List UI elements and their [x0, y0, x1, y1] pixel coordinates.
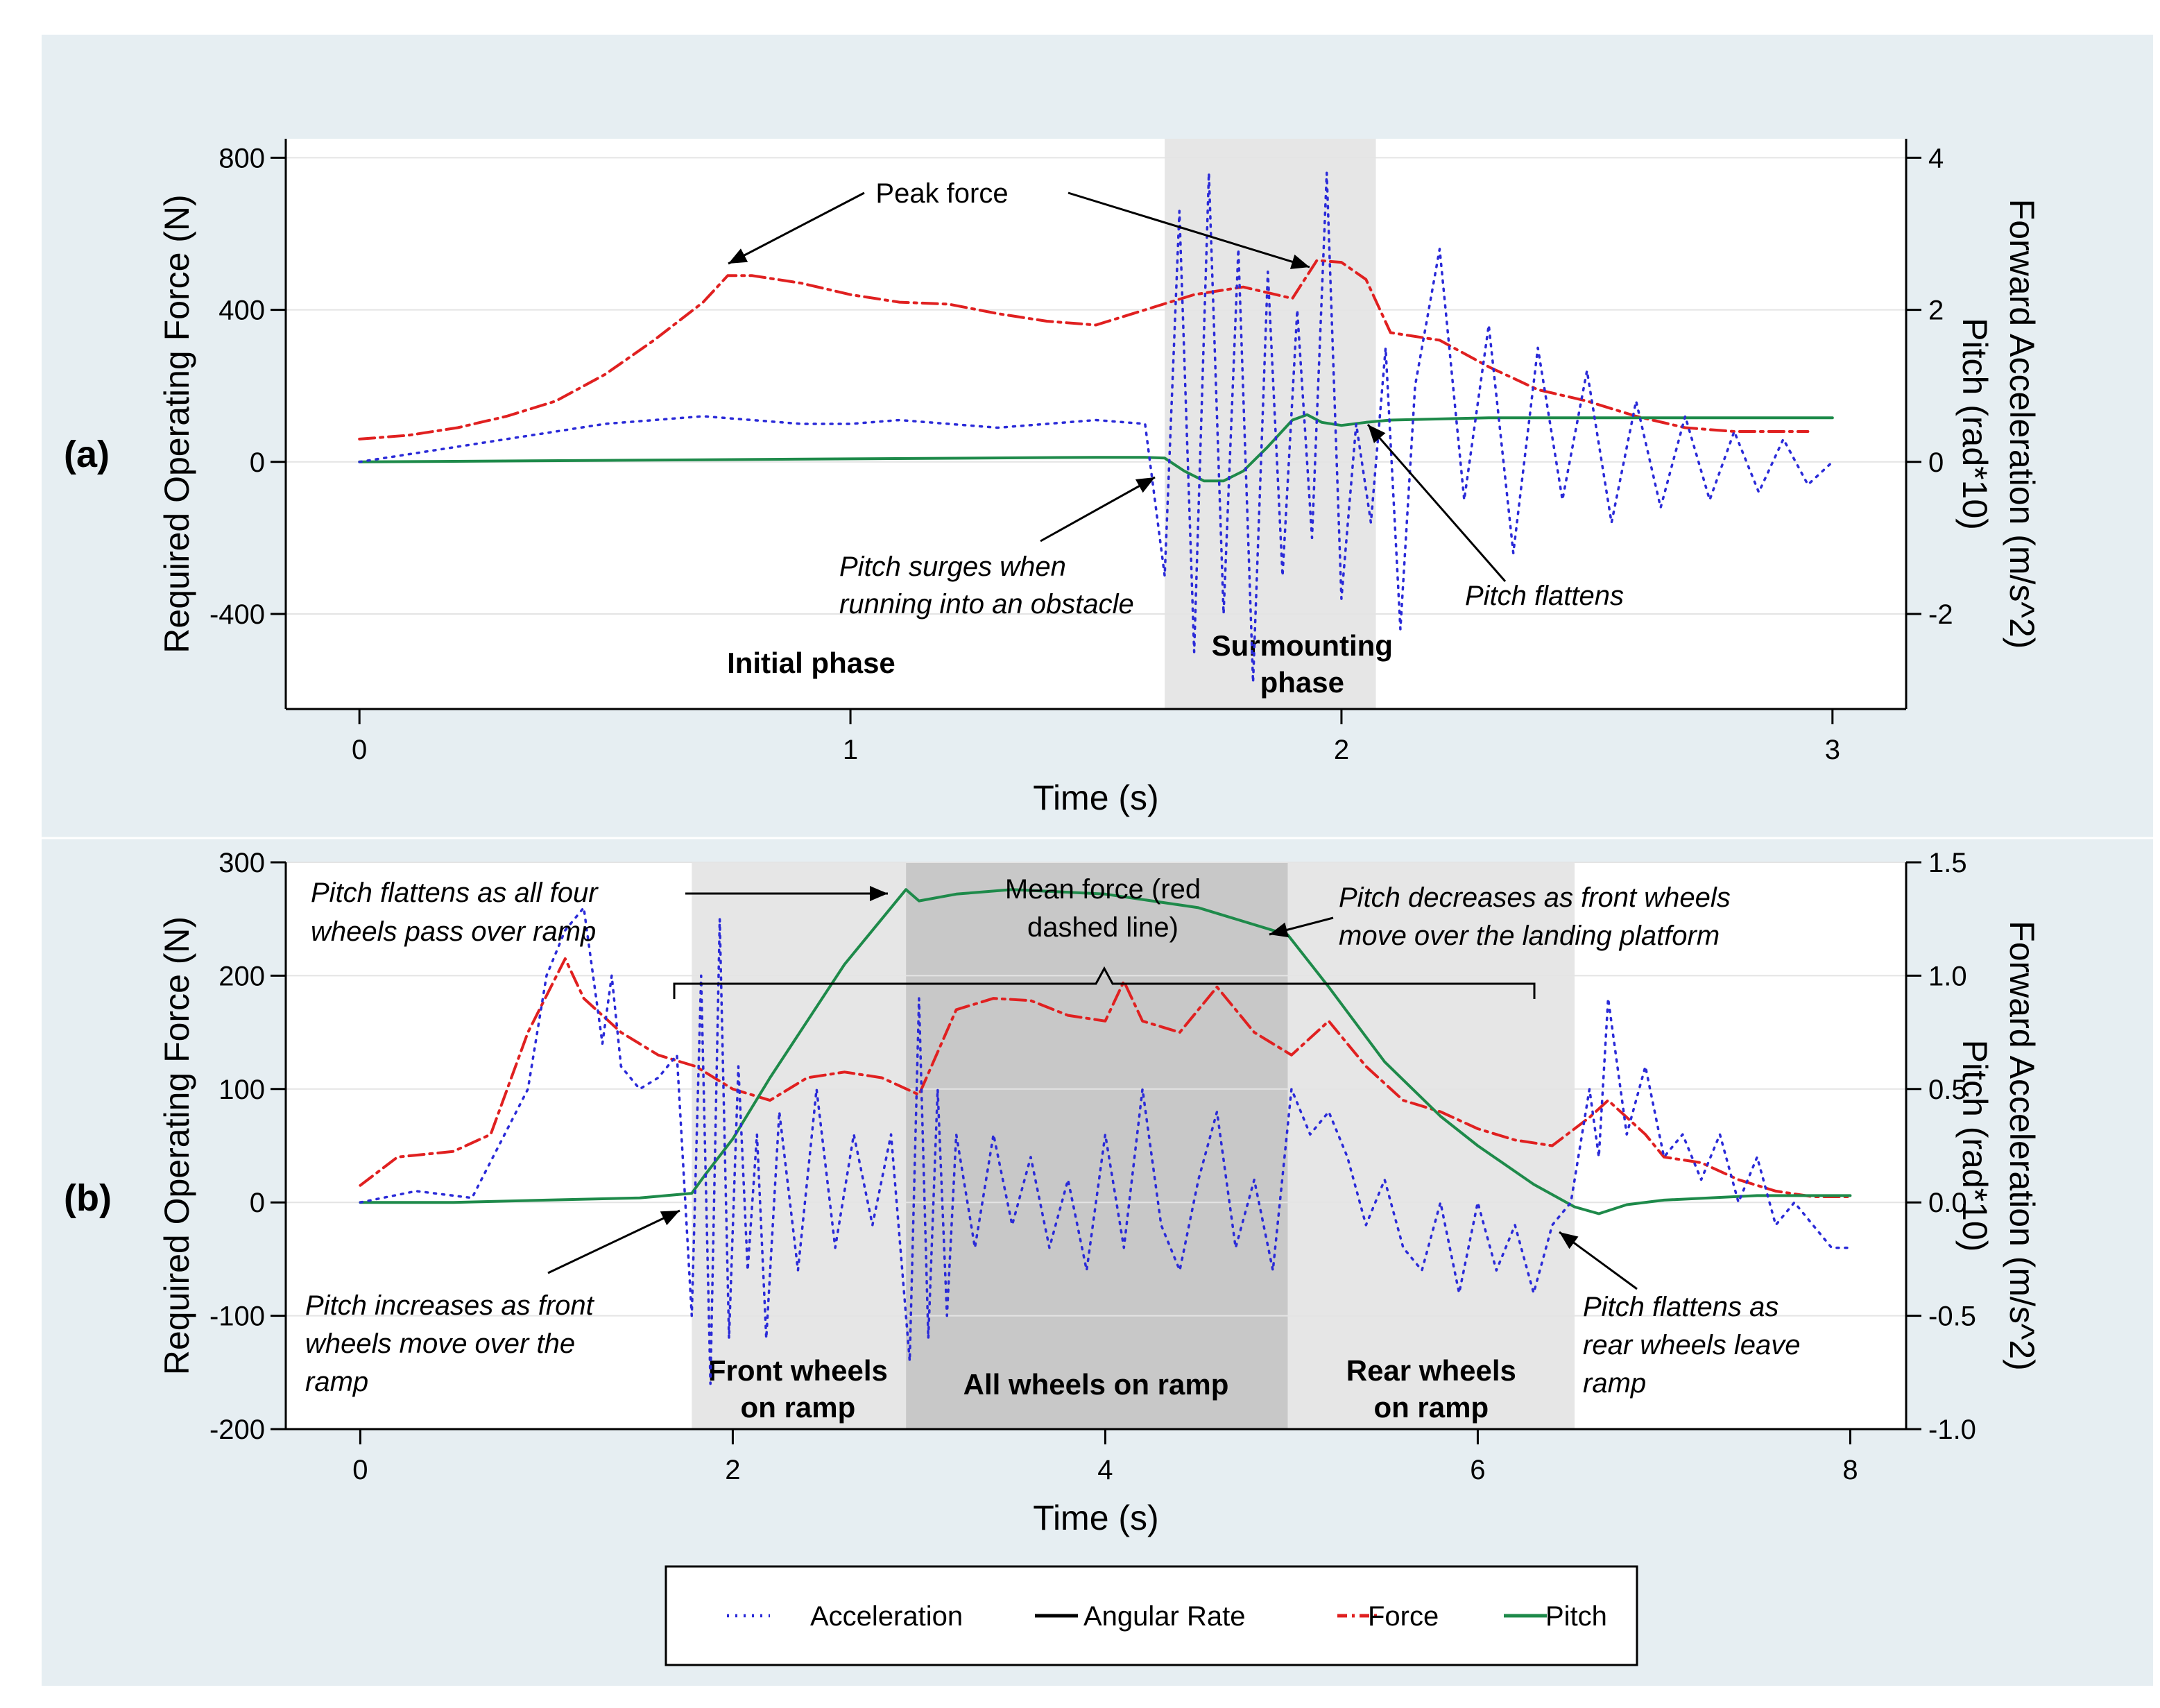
x-tick-label: 0	[352, 1455, 368, 1485]
annotation-arrowhead	[870, 886, 888, 901]
x-tick-label: 3	[1825, 735, 1840, 765]
phase-label: All wheels on ramp	[963, 1368, 1229, 1401]
annotation-arrow	[1366, 424, 1507, 582]
annotation-arrow	[1040, 476, 1156, 543]
chart-panel-a: 0 1 2 3 -400 0 400 800 -2 0 2 4 Time (s) Required Ope…	[64, 139, 2041, 817]
annotation-arrowhead	[1289, 254, 1310, 269]
annotation-arrowhead	[1269, 922, 1289, 938]
annotation-text: Pitch decreases as front wheels	[1339, 882, 1731, 913]
phase-label: Rear wheels on ramp	[1346, 1354, 1516, 1424]
series-line-force	[358, 259, 1810, 441]
y-right-tick-label: -0.5	[1928, 1301, 1976, 1332]
panel-label: (b)	[64, 1177, 112, 1219]
y-left-tick-label: 100	[218, 1075, 265, 1105]
y-left-tick-label: 200	[218, 961, 265, 991]
annotation-text: ramp	[1583, 1368, 1646, 1399]
annotation-text: wheels move over the	[305, 1329, 575, 1359]
annotation-text: wheels pass over ramp	[311, 916, 596, 947]
legend-label-force: Force	[1368, 1601, 1439, 1632]
x-tick-label: 4	[1097, 1455, 1113, 1485]
x-tick-label: 2	[725, 1455, 740, 1485]
series-line-acceleration	[358, 171, 1834, 684]
annotation-text: Pitch flattens as	[1583, 1292, 1778, 1322]
y-left-tick-label: 400	[218, 296, 265, 326]
phase-region	[1287, 862, 1575, 1429]
annotation-text: Peak force	[875, 178, 1008, 209]
y-left-tick-label: 300	[218, 848, 265, 878]
annotation-text: Pitch surges when	[839, 552, 1066, 582]
panel-label: (a)	[64, 434, 110, 475]
y-left-tick-label: -100	[209, 1301, 265, 1332]
annotation-text: running into an obstacle	[839, 589, 1134, 620]
y-right-tick-label: -2	[1928, 599, 1953, 630]
x-axis-title: Time (s)	[1033, 778, 1158, 817]
mean-force-bracket	[673, 966, 1536, 999]
y-right-tick-label: -1.0	[1928, 1415, 1976, 1445]
x-tick-label: 0	[352, 735, 367, 765]
annotation-arrow	[728, 191, 865, 265]
y-right-tick-label: 0.0	[1928, 1188, 1967, 1218]
y-axis-right-title-1: Forward Acceleration (m/s^2)	[2003, 199, 2041, 649]
phase-label: Front wheels on ramp	[708, 1354, 888, 1424]
annotation-arrowhead	[1368, 425, 1386, 443]
series-line-acceleration	[359, 906, 1852, 1385]
legend-box	[665, 1565, 1638, 1666]
x-tick-label: 8	[1842, 1455, 1858, 1485]
legend-label-pitch: Pitch	[1545, 1601, 1607, 1632]
annotation-text: Pitch flattens	[1465, 581, 1624, 611]
annotation-text: dashed line)	[1027, 912, 1178, 943]
x-tick-label: 6	[1470, 1455, 1485, 1485]
y-left-tick-label: -400	[209, 599, 265, 630]
y-axis-left-title: Required Operating Force (N)	[157, 916, 196, 1375]
annotation-text: ramp	[305, 1367, 368, 1397]
x-tick-label: 1	[843, 735, 858, 765]
x-tick-label: 2	[1334, 735, 1349, 765]
annotation-arrowhead	[728, 248, 748, 264]
y-right-tick-label: 0.5	[1928, 1075, 1967, 1105]
y-left-tick-label: 0	[250, 1188, 265, 1218]
annotation-arrowhead	[1135, 477, 1155, 493]
annotation-text: Pitch increases as front	[305, 1290, 595, 1321]
phase-region	[906, 862, 1288, 1429]
y-axis-right-title-2: Pitch (rad*10)	[1955, 1040, 1994, 1252]
legend-label-angular_rate: Angular Rate	[1083, 1601, 1245, 1632]
y-left-tick-label: 0	[250, 447, 265, 478]
annotation-arrow	[547, 1209, 680, 1274]
series-line-pitch	[358, 413, 1834, 483]
x-axis-title: Time (s)	[1033, 1498, 1158, 1537]
annotation-text: Pitch flattens as all four	[311, 878, 599, 908]
y-axis-right-title-1: Forward Acceleration (m/s^2)	[2003, 921, 2041, 1371]
phase-label: Initial phase	[727, 647, 895, 679]
chart-panel-b: 0 2 4 6 8 -200 -100 0 100 200 300 -1.0 -0.5 0.0 0.5 1.0…	[64, 848, 2041, 1537]
y-axis-left-title: Required Operating Force (N)	[157, 194, 196, 653]
legend-label-acceleration: Acceleration	[810, 1601, 963, 1632]
y-axis-right-title-2: Pitch (rad*10)	[1955, 318, 1994, 530]
y-right-tick-label: 4	[1928, 143, 1944, 173]
y-right-tick-label: 1.0	[1928, 961, 1967, 991]
annotation-arrow	[1068, 191, 1310, 268]
y-right-tick-label: 2	[1928, 296, 1944, 326]
annotation-arrowhead	[660, 1211, 680, 1226]
series-line-force	[359, 957, 1852, 1198]
phase-label: Surmounting phase	[1212, 629, 1393, 699]
y-left-tick-label: -200	[209, 1415, 265, 1445]
annotation-text: rear wheels leave	[1583, 1330, 1801, 1360]
y-left-tick-label: 800	[218, 143, 265, 173]
legend: Acceleration Angular Rate Force Pitch	[665, 1565, 1638, 1666]
y-right-tick-label: 0	[1928, 447, 1944, 478]
y-right-tick-label: 1.5	[1928, 848, 1967, 878]
annotation-text: move over the landing platform	[1339, 921, 1720, 951]
series-line-pitch	[359, 888, 1852, 1215]
annotation-text: Mean force (red	[1005, 874, 1201, 905]
annotation-arrowhead	[1559, 1232, 1579, 1249]
